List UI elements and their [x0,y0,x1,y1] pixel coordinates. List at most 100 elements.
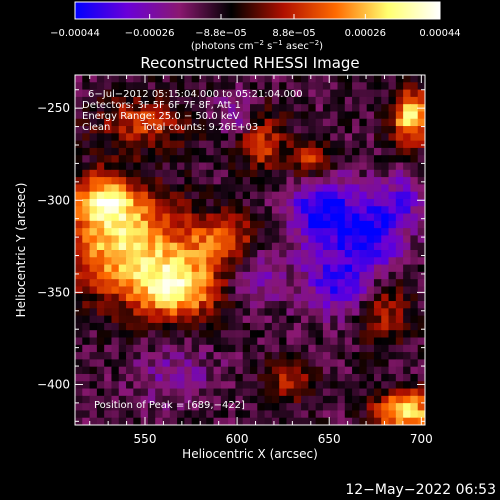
heatmap-cell [330,213,339,222]
heatmap-cell [162,271,171,280]
heatmap-cell [337,111,346,120]
heatmap-cell [322,213,331,222]
heatmap-cell [322,147,331,156]
heatmap-cell [315,286,324,295]
heatmap-cell [250,220,258,229]
heatmap-cell [279,352,288,360]
heatmap-cell [337,206,346,215]
heatmap-cell [279,111,288,120]
heatmap-cell [286,410,295,419]
heatmap-cell [352,257,360,266]
heatmap-cell [403,352,412,360]
heatmap-cell [242,403,251,412]
heatmap-cell [315,191,324,200]
heatmap-cell [337,388,346,397]
heatmap-cell [330,220,339,229]
heatmap-cell [279,403,288,412]
heatmap-cell [162,308,171,317]
heatmap-cell [308,264,317,273]
heatmap-cell [271,337,280,346]
heatmap-cell [301,133,309,142]
heatmap-cell [250,337,258,346]
heatmap-cell [373,169,382,178]
heatmap-cell [133,184,142,193]
annotation-detectors: Detectors: 3F 5F 6F 7F 8F, Att 1 [82,100,241,111]
heatmap-cell [337,228,346,237]
heatmap-cell [220,395,229,404]
heatmap-cell [206,264,215,273]
heatmap-cell [177,352,185,360]
heatmap-cell [96,352,105,360]
heatmap-cell [242,155,251,164]
heatmap-cell [118,322,127,331]
heatmap-cell [104,388,113,397]
heatmap-cell [220,417,229,425]
heatmap-cell [155,264,164,273]
heatmap-cell [395,403,404,412]
heatmap-cell [330,191,339,200]
heatmap-cell [308,82,317,91]
heatmap-cell [126,344,134,353]
heatmap-cell [126,410,134,419]
heatmap-cell [388,366,397,375]
heatmap-cell [293,308,302,317]
heatmap-cell [89,322,98,331]
heatmap-cell [293,286,302,295]
heatmap-cell [417,133,425,142]
heatmap-cell [344,286,353,295]
heatmap-cell [169,388,178,397]
heatmap-cell [191,184,200,193]
heatmap-cell [228,155,237,164]
heatmap-cell [147,301,156,309]
heatmap-cell [126,373,134,382]
heatmap-cell [315,293,324,302]
heatmap-cell [410,337,419,346]
heatmap-cell [82,293,91,302]
heatmap-cell [184,133,193,142]
heatmap-cell [308,337,317,346]
heatmap-cell [177,373,185,382]
heatmap-cell [133,322,142,331]
heatmap-cell [133,301,142,309]
heatmap-cell [155,352,164,360]
heatmap-cell [213,177,222,185]
heatmap-cell [279,301,288,309]
heatmap-cell [162,118,171,127]
heatmap-cell [315,184,324,193]
heatmap-cell [381,75,390,83]
heatmap-cell [388,337,397,346]
heatmap-cell [162,140,171,149]
heatmap-cell [191,301,200,309]
heatmap-cell [315,140,324,149]
heatmap-cell [359,242,368,251]
heatmap-cell [395,388,404,397]
heatmap-cell [213,118,222,127]
heatmap-cell [162,395,171,404]
heatmap-cell [264,162,273,171]
heatmap-cell [403,191,412,200]
heatmap-cell [140,220,149,229]
heatmap-cell [126,75,134,83]
heatmap-cell [403,147,412,156]
heatmap-cell [191,177,200,185]
heatmap-cell [228,366,237,375]
heatmap-cell [198,301,207,309]
heatmap-cell [96,198,105,207]
heatmap-cell [322,315,331,324]
heatmap-cell [388,264,397,273]
heatmap-cell [264,147,273,156]
heatmap-cell [228,322,237,331]
heatmap-cell [293,403,302,412]
heatmap-cell [366,381,375,390]
heatmap-cell [271,250,280,258]
heatmap-cell [410,198,419,207]
heatmap-cell [301,395,309,404]
heatmap-cell [308,322,317,331]
heatmap-cell [293,104,302,113]
heatmap-cell [359,330,368,339]
heatmap-cell [184,366,193,375]
heatmap-cell [410,301,419,309]
heatmap-cell [228,162,237,171]
heatmap-cell [213,279,222,288]
heatmap-cell [337,235,346,244]
